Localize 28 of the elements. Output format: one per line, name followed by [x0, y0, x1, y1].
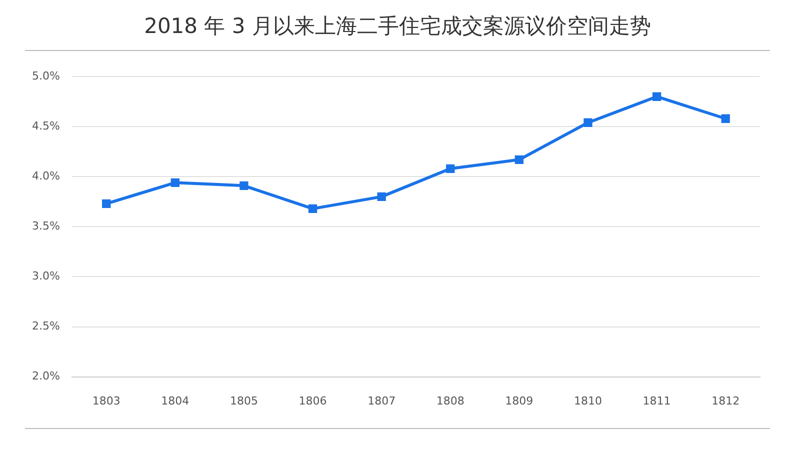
y-tick-label: 4.5%	[32, 119, 60, 132]
y-tick-label: 2.0%	[32, 370, 60, 383]
y-tick-label: 5.0%	[32, 69, 60, 82]
x-tick-label: 1810	[574, 394, 602, 408]
point	[308, 204, 318, 214]
point	[652, 92, 662, 101]
chart-title: 2018 年 3 月以来上海二手住宅成交案源议价空间走势	[143, 13, 652, 40]
x-tick-label: 1803	[92, 394, 120, 408]
y-tick-label: 3.5%	[32, 220, 60, 233]
point	[102, 199, 111, 208]
x-tick-label: 1805	[230, 394, 258, 408]
point	[240, 181, 248, 190]
point	[170, 178, 180, 187]
x-tick-label: 1808	[436, 394, 464, 408]
point	[514, 155, 524, 164]
x-tick-label: 1809	[505, 394, 534, 408]
y-tick-label: 2.5%	[32, 320, 60, 333]
x-tick-label: 1812	[712, 394, 740, 408]
y-tick-label: 3.0%	[32, 270, 60, 283]
point	[446, 164, 455, 173]
point	[584, 118, 592, 127]
point	[377, 192, 386, 202]
y-tick-label: 4.0%	[32, 170, 60, 183]
point	[721, 114, 730, 123]
x-tick-label: 1811	[642, 394, 671, 408]
x-tick-label: 1807	[368, 394, 396, 408]
x-tick-label: 1806	[298, 394, 327, 408]
x-tick-label: 1804	[161, 394, 190, 408]
